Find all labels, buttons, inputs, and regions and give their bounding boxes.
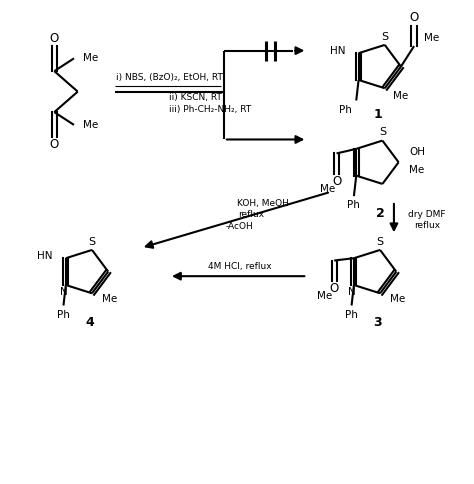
Text: 2: 2 — [375, 207, 384, 220]
Text: S: S — [89, 237, 96, 247]
Text: HN: HN — [37, 251, 53, 261]
Text: Me: Me — [424, 33, 439, 43]
Text: S: S — [381, 31, 388, 42]
Text: Me: Me — [83, 120, 99, 130]
Text: N: N — [60, 287, 67, 297]
Text: O: O — [332, 175, 341, 188]
Text: S: S — [376, 237, 383, 247]
Text: Ph: Ph — [339, 105, 352, 115]
Text: Me: Me — [317, 291, 332, 301]
Text: O: O — [329, 282, 339, 295]
Text: Me: Me — [391, 294, 406, 304]
Text: i) NBS, (BzO)₂, EtOH, RT: i) NBS, (BzO)₂, EtOH, RT — [116, 74, 222, 82]
Text: O: O — [410, 11, 419, 24]
Text: HN: HN — [330, 46, 346, 56]
Text: 1: 1 — [373, 108, 382, 121]
Text: Me: Me — [393, 91, 409, 102]
Text: O: O — [50, 32, 59, 45]
Text: OH: OH — [409, 147, 425, 157]
Text: reflux: reflux — [238, 210, 264, 219]
Text: 4M HCl, reflux: 4M HCl, reflux — [208, 262, 271, 271]
Text: S: S — [379, 127, 386, 137]
Text: ii) KSCN, RT: ii) KSCN, RT — [169, 93, 222, 102]
Text: Ph: Ph — [345, 310, 358, 319]
Text: Ph: Ph — [347, 200, 360, 210]
Text: iii) Ph-CH₂-NH₂, RT: iii) Ph-CH₂-NH₂, RT — [169, 106, 251, 114]
Text: reflux: reflux — [414, 221, 440, 229]
Text: N: N — [348, 287, 356, 297]
Text: 3: 3 — [373, 316, 382, 329]
Text: -AcOH: -AcOH — [226, 222, 253, 230]
Text: Me: Me — [102, 294, 118, 304]
Text: dry DMF: dry DMF — [408, 210, 446, 219]
Text: Me: Me — [319, 184, 335, 194]
Text: O: O — [50, 138, 59, 151]
Text: KOH, MeOH: KOH, MeOH — [237, 199, 289, 208]
Text: 4: 4 — [85, 316, 94, 329]
Text: Ph: Ph — [57, 310, 70, 319]
Text: Me: Me — [83, 53, 99, 63]
Text: Me: Me — [409, 166, 424, 176]
